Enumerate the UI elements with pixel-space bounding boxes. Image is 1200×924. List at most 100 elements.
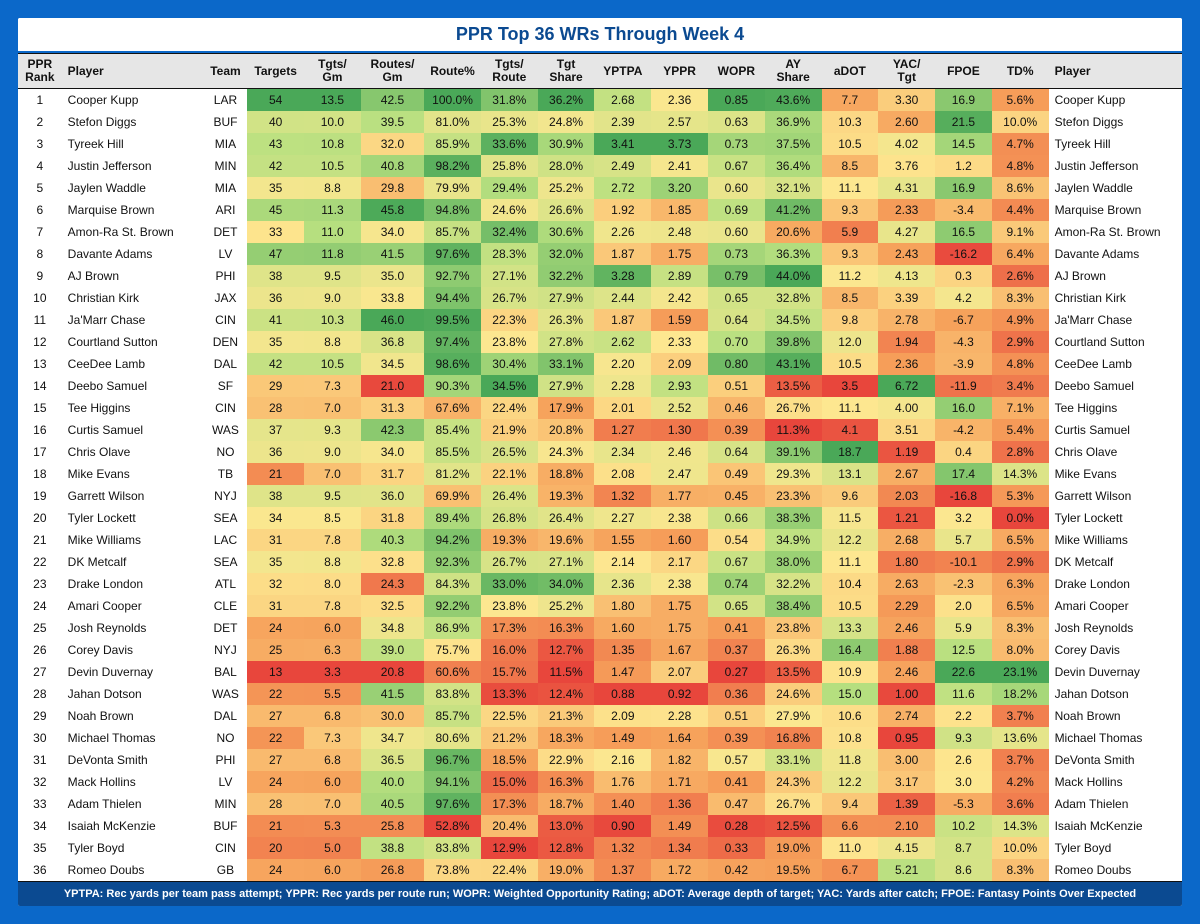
table-row: 6Marquise BrownARI4511.345.894.8%24.6%26… xyxy=(18,199,1182,221)
cell-player2: DK Metcalf xyxy=(1049,551,1182,573)
cell-rank: 20 xyxy=(18,507,62,529)
cell-routes_gm: 26.8 xyxy=(361,859,424,882)
cell-td_pct: 2.8% xyxy=(992,441,1049,463)
cell-yptpa: 2.09 xyxy=(594,705,651,727)
cell-yac_tgt: 2.33 xyxy=(878,199,935,221)
cell-route_pct: 92.2% xyxy=(424,595,481,617)
cell-wopr: 0.60 xyxy=(708,221,765,243)
cell-route_pct: 79.9% xyxy=(424,177,481,199)
cell-tgts_route: 26.5% xyxy=(481,441,538,463)
col-td_pct: TD% xyxy=(992,54,1049,89)
cell-routes_gm: 30.0 xyxy=(361,705,424,727)
cell-tgts_gm: 9.3 xyxy=(304,419,361,441)
cell-route_pct: 98.6% xyxy=(424,353,481,375)
cell-targets: 20 xyxy=(247,837,304,859)
col-yppr: YPPR xyxy=(651,54,708,89)
cell-targets: 34 xyxy=(247,507,304,529)
cell-yppr: 2.52 xyxy=(651,397,708,419)
cell-yppr: 2.41 xyxy=(651,155,708,177)
cell-rank: 14 xyxy=(18,375,62,397)
cell-yac_tgt: 3.17 xyxy=(878,771,935,793)
cell-tgt_share: 13.0% xyxy=(538,815,595,837)
cell-team: DET xyxy=(204,617,248,639)
cell-wopr: 0.46 xyxy=(708,397,765,419)
cell-wopr: 0.73 xyxy=(708,133,765,155)
cell-targets: 33 xyxy=(247,221,304,243)
cell-yptpa: 2.20 xyxy=(594,353,651,375)
cell-route_pct: 85.5% xyxy=(424,441,481,463)
cell-player: Michael Thomas xyxy=(62,727,204,749)
cell-team: CIN xyxy=(204,397,248,419)
cell-player2: Tyler Lockett xyxy=(1049,507,1182,529)
cell-tgts_gm: 6.0 xyxy=(304,771,361,793)
cell-td_pct: 4.7% xyxy=(992,133,1049,155)
cell-targets: 13 xyxy=(247,661,304,683)
cell-fpoe: 0.3 xyxy=(935,265,992,287)
cell-ay_share: 34.9% xyxy=(765,529,822,551)
cell-targets: 36 xyxy=(247,441,304,463)
table-row: 13CeeDee LambDAL4210.534.598.6%30.4%33.1… xyxy=(18,353,1182,375)
cell-yppr: 1.75 xyxy=(651,243,708,265)
cell-tgts_route: 31.8% xyxy=(481,89,538,112)
cell-route_pct: 84.3% xyxy=(424,573,481,595)
cell-ay_share: 26.3% xyxy=(765,639,822,661)
cell-yppr: 1.71 xyxy=(651,771,708,793)
cell-yppr: 2.09 xyxy=(651,353,708,375)
cell-team: MIN xyxy=(204,155,248,177)
table-row: 7Amon-Ra St. BrownDET3311.034.085.7%32.4… xyxy=(18,221,1182,243)
cell-td_pct: 9.1% xyxy=(992,221,1049,243)
cell-player: Corey Davis xyxy=(62,639,204,661)
cell-route_pct: 83.8% xyxy=(424,837,481,859)
table-row: 19Garrett WilsonNYJ389.536.069.9%26.4%19… xyxy=(18,485,1182,507)
cell-fpoe: 14.5 xyxy=(935,133,992,155)
cell-rank: 33 xyxy=(18,793,62,815)
cell-yptpa: 1.80 xyxy=(594,595,651,617)
cell-routes_gm: 31.7 xyxy=(361,463,424,485)
cell-targets: 35 xyxy=(247,331,304,353)
cell-tgts_route: 19.3% xyxy=(481,529,538,551)
cell-fpoe: -16.8 xyxy=(935,485,992,507)
cell-player2: Tyler Boyd xyxy=(1049,837,1182,859)
cell-adot: 16.4 xyxy=(822,639,879,661)
cell-player: DeVonta Smith xyxy=(62,749,204,771)
cell-ay_share: 37.5% xyxy=(765,133,822,155)
cell-adot: 5.9 xyxy=(822,221,879,243)
cell-player: Deebo Samuel xyxy=(62,375,204,397)
cell-td_pct: 8.3% xyxy=(992,287,1049,309)
cell-player2: Romeo Doubs xyxy=(1049,859,1182,882)
cell-rank: 24 xyxy=(18,595,62,617)
cell-tgts_gm: 9.5 xyxy=(304,485,361,507)
cell-rank: 10 xyxy=(18,287,62,309)
cell-adot: 10.3 xyxy=(822,111,879,133)
cell-team: TB xyxy=(204,463,248,485)
table-row: 14Deebo SamuelSF297.321.090.3%34.5%27.9%… xyxy=(18,375,1182,397)
cell-rank: 29 xyxy=(18,705,62,727)
col-rank: PPRRank xyxy=(18,54,62,89)
cell-rank: 22 xyxy=(18,551,62,573)
cell-rank: 28 xyxy=(18,683,62,705)
cell-ay_share: 16.8% xyxy=(765,727,822,749)
cell-tgts_route: 23.8% xyxy=(481,595,538,617)
cell-fpoe: 0.4 xyxy=(935,441,992,463)
cell-td_pct: 3.7% xyxy=(992,705,1049,727)
cell-rank: 9 xyxy=(18,265,62,287)
cell-td_pct: 14.3% xyxy=(992,815,1049,837)
cell-tgts_gm: 6.8 xyxy=(304,705,361,727)
cell-adot: 10.5 xyxy=(822,595,879,617)
cell-targets: 45 xyxy=(247,199,304,221)
cell-adot: 11.1 xyxy=(822,177,879,199)
cell-tgt_share: 24.3% xyxy=(538,441,595,463)
cell-wopr: 0.42 xyxy=(708,859,765,882)
table-row: 27Devin DuvernayBAL133.320.860.6%15.7%11… xyxy=(18,661,1182,683)
cell-player2: CeeDee Lamb xyxy=(1049,353,1182,375)
cell-player2: Justin Jefferson xyxy=(1049,155,1182,177)
cell-rank: 19 xyxy=(18,485,62,507)
cell-td_pct: 6.3% xyxy=(992,573,1049,595)
cell-yptpa: 1.32 xyxy=(594,837,651,859)
cell-yppr: 2.42 xyxy=(651,287,708,309)
cell-tgts_route: 22.1% xyxy=(481,463,538,485)
cell-player: Tyler Boyd xyxy=(62,837,204,859)
cell-yppr: 2.07 xyxy=(651,661,708,683)
cell-targets: 42 xyxy=(247,155,304,177)
cell-routes_gm: 25.8 xyxy=(361,815,424,837)
